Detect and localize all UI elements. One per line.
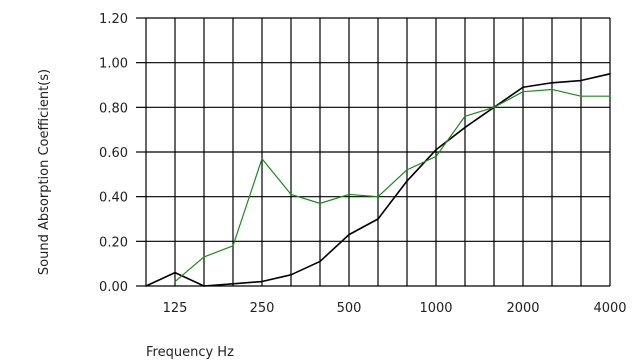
data-point [493, 106, 495, 109]
series-layer [145, 73, 611, 287]
data-point [464, 115, 466, 118]
y-axis-title: Sound Absorption Coefficient(s) [37, 69, 52, 275]
data-point [203, 256, 205, 258]
y-tick-label: 0.00 [99, 280, 128, 295]
data-point [580, 95, 582, 97]
x-tick-label: 500 [337, 301, 362, 316]
data-point [319, 260, 321, 263]
y-tick-label: 0.40 [99, 191, 128, 206]
x-tick-label: 2000 [506, 301, 539, 316]
data-point [290, 274, 292, 276]
x-tick-label: 1000 [419, 301, 452, 316]
data-point [406, 169, 408, 171]
data-point [348, 193, 350, 196]
y-tick-label: 0.60 [99, 146, 128, 161]
data-point [522, 90, 524, 93]
data-point [609, 95, 611, 97]
y-tick-label: 0.80 [99, 101, 128, 116]
series-2 [174, 88, 611, 283]
data-point [551, 81, 553, 84]
data-point [522, 86, 524, 89]
x-tick-label: 125 [163, 301, 188, 316]
data-point [174, 280, 176, 283]
data-point [319, 202, 321, 205]
series-1 [145, 73, 611, 287]
y-tick-label: 1.00 [99, 57, 128, 72]
data-point [609, 73, 611, 75]
x-tick-label: 250 [250, 301, 275, 316]
data-point [203, 285, 205, 287]
data-point [435, 155, 437, 158]
grid [136, 17, 611, 287]
y-tick-label: 1.20 [99, 12, 128, 27]
data-point [261, 280, 263, 283]
data-point [174, 271, 176, 274]
data-point [580, 79, 582, 82]
data-point [435, 148, 437, 151]
x-tick-labels: 125 250 500 1000 2000 4000 [163, 301, 627, 316]
data-point [348, 233, 350, 236]
data-point [551, 88, 553, 91]
y-tick-labels: 0.00 0.20 0.40 0.60 0.80 1.00 1.20 [99, 12, 128, 295]
data-point [290, 193, 292, 196]
data-point [377, 218, 379, 220]
data-point [406, 180, 408, 182]
data-point [377, 195, 379, 198]
series-line [174, 88, 610, 282]
x-axis-title: Frequency Hz [146, 345, 234, 359]
data-point [145, 285, 147, 287]
data-point [232, 245, 234, 247]
data-point [232, 282, 234, 285]
data-point [464, 126, 466, 129]
data-point [261, 157, 263, 160]
x-tick-label: 4000 [593, 301, 626, 316]
y-tick-label: 0.20 [99, 235, 128, 250]
